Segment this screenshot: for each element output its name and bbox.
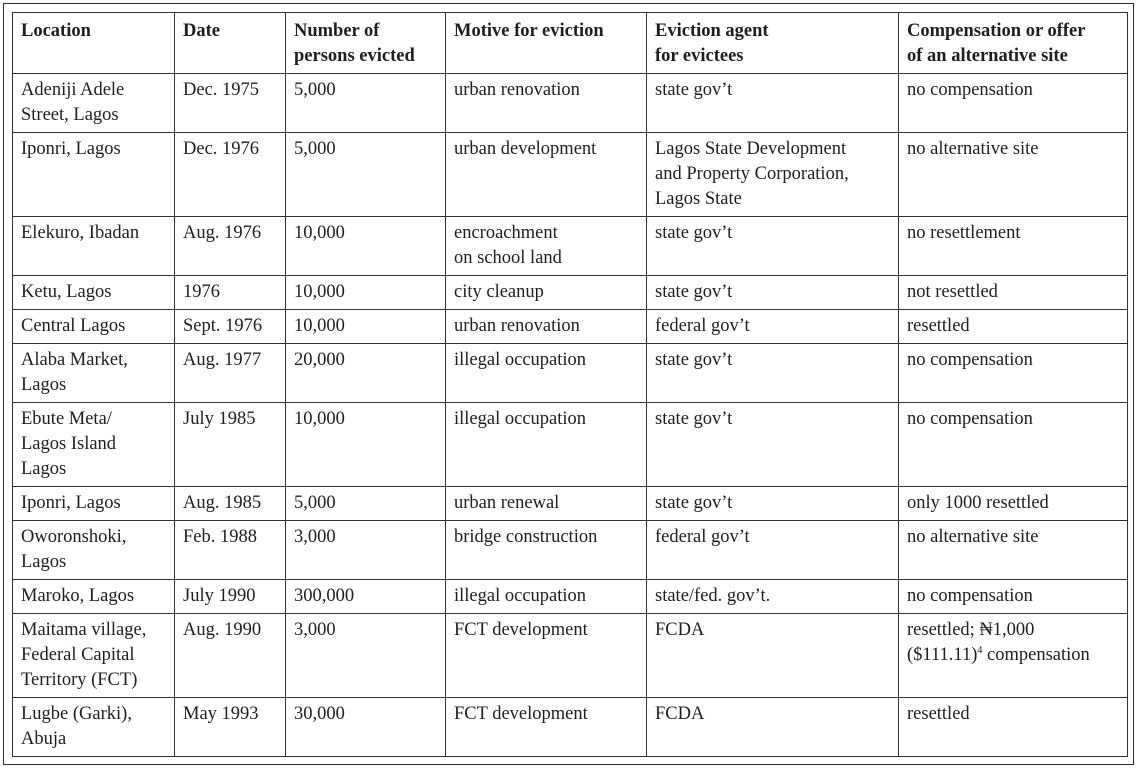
cell-date: July 1990	[174, 579, 286, 614]
cell-eviction-agent: federal gov’t	[646, 309, 899, 344]
cell-location: Elekuro, Ibadan	[12, 216, 175, 276]
table-frame	[3, 3, 1134, 765]
cell-compensation: resettled	[898, 309, 1128, 344]
table-row: Ebute Meta/ Lagos Island Lagos July 1985…	[12, 402, 1128, 487]
table-row: Alaba Market, Lagos Aug. 1977 20,000 ill…	[12, 343, 1128, 403]
header-date: Date	[174, 12, 286, 74]
cell-persons-evicted: 3,000	[285, 613, 446, 698]
cell-date: Aug. 1976	[174, 216, 286, 276]
cell-motive: city cleanup	[445, 275, 647, 310]
cell-eviction-agent: FCDA	[646, 697, 899, 757]
cell-eviction-agent: Lagos State Development and Property Cor…	[646, 132, 899, 217]
cell-location: Central Lagos	[12, 309, 175, 344]
cell-compensation: only 1000 resettled	[898, 486, 1128, 521]
cell-compensation: no compensation	[898, 343, 1128, 403]
cell-location: Maitama village, Federal Capital Territo…	[12, 613, 175, 698]
cell-persons-evicted: 10,000	[285, 275, 446, 310]
compensation-text-tail: compensation	[982, 645, 1090, 665]
footnote-marker: 4	[977, 644, 983, 656]
cell-location: Ketu, Lagos	[12, 275, 175, 310]
compensation-text: resettled; ₦1,000 ($111.11)	[907, 620, 1035, 665]
table-header-row: Location Date Number of persons evicted …	[12, 12, 1128, 74]
cell-persons-evicted: 10,000	[285, 402, 446, 487]
cell-eviction-agent: state gov’t	[646, 216, 899, 276]
header-motive: Motive for eviction	[445, 12, 647, 74]
cell-eviction-agent: state gov’t	[646, 73, 899, 133]
cell-date: Dec. 1976	[174, 132, 286, 217]
cell-eviction-agent: state/fed. gov’t.	[646, 579, 899, 614]
cell-compensation: no alternative site	[898, 520, 1128, 580]
cell-motive: FCT development	[445, 697, 647, 757]
cell-location: Iponri, Lagos	[12, 486, 175, 521]
evictions-table: Location Date Number of persons evicted …	[12, 12, 1128, 757]
cell-compensation: not resettled	[898, 275, 1128, 310]
table-row: Oworonshoki, Lagos Feb. 1988 3,000 bridg…	[12, 520, 1128, 580]
cell-compensation: no alternative site	[898, 132, 1128, 217]
cell-location: Maroko, Lagos	[12, 579, 175, 614]
cell-compensation: resettled; ₦1,000 ($111.11)4 compensatio…	[898, 613, 1128, 698]
cell-location: Oworonshoki, Lagos	[12, 520, 175, 580]
cell-eviction-agent: federal gov’t	[646, 520, 899, 580]
header-persons-evicted: Number of persons evicted	[285, 12, 446, 74]
cell-compensation: no compensation	[898, 402, 1128, 487]
cell-motive: urban renewal	[445, 486, 647, 521]
table-row: Maroko, Lagos July 1990 300,000 illegal …	[12, 579, 1128, 614]
cell-date: Aug. 1990	[174, 613, 286, 698]
table-row: Elekuro, Ibadan Aug. 1976 10,000 encroac…	[12, 216, 1128, 276]
cell-motive: illegal occupation	[445, 343, 647, 403]
cell-persons-evicted: 5,000	[285, 132, 446, 217]
cell-compensation: resettled	[898, 697, 1128, 757]
cell-date: May 1993	[174, 697, 286, 757]
table-row: Maitama village, Federal Capital Territo…	[12, 613, 1128, 698]
cell-eviction-agent: state gov’t	[646, 343, 899, 403]
cell-motive: urban renovation	[445, 73, 647, 133]
cell-date: 1976	[174, 275, 286, 310]
cell-eviction-agent: state gov’t	[646, 402, 899, 487]
cell-persons-evicted: 10,000	[285, 309, 446, 344]
cell-motive: bridge construction	[445, 520, 647, 580]
cell-motive: urban renovation	[445, 309, 647, 344]
cell-compensation: no compensation	[898, 579, 1128, 614]
cell-motive: illegal occupation	[445, 402, 647, 487]
cell-persons-evicted: 5,000	[285, 486, 446, 521]
cell-compensation: no compensation	[898, 73, 1128, 133]
cell-date: Aug. 1977	[174, 343, 286, 403]
cell-date: Dec. 1975	[174, 73, 286, 133]
table-row: Iponri, Lagos Aug. 1985 5,000 urban rene…	[12, 486, 1128, 521]
cell-persons-evicted: 10,000	[285, 216, 446, 276]
cell-persons-evicted: 20,000	[285, 343, 446, 403]
table-row: Lugbe (Garki), Abuja May 1993 30,000 FCT…	[12, 697, 1128, 757]
cell-date: July 1985	[174, 402, 286, 487]
cell-date: Sept. 1976	[174, 309, 286, 344]
cell-persons-evicted: 30,000	[285, 697, 446, 757]
table-row: Ketu, Lagos 1976 10,000 city cleanup sta…	[12, 275, 1128, 310]
table-row: Central Lagos Sept. 1976 10,000 urban re…	[12, 309, 1128, 344]
cell-date: Aug. 1985	[174, 486, 286, 521]
cell-persons-evicted: 3,000	[285, 520, 446, 580]
cell-location: Ebute Meta/ Lagos Island Lagos	[12, 402, 175, 487]
cell-eviction-agent: state gov’t	[646, 275, 899, 310]
header-eviction-agent: Eviction agent for evictees	[646, 12, 899, 74]
cell-motive: illegal occupation	[445, 579, 647, 614]
cell-persons-evicted: 300,000	[285, 579, 446, 614]
header-compensation: Compensation or offer of an alternative …	[898, 12, 1128, 74]
cell-motive: encroachment on school land	[445, 216, 647, 276]
cell-eviction-agent: FCDA	[646, 613, 899, 698]
table-row: Adeniji Adele Street, Lagos Dec. 1975 5,…	[12, 73, 1128, 133]
cell-location: Lugbe (Garki), Abuja	[12, 697, 175, 757]
cell-location: Alaba Market, Lagos	[12, 343, 175, 403]
cell-eviction-agent: state gov’t	[646, 486, 899, 521]
cell-motive: FCT development	[445, 613, 647, 698]
cell-location: Iponri, Lagos	[12, 132, 175, 217]
cell-location: Adeniji Adele Street, Lagos	[12, 73, 175, 133]
cell-motive: urban development	[445, 132, 647, 217]
cell-compensation: no resettlement	[898, 216, 1128, 276]
table-row: Iponri, Lagos Dec. 1976 5,000 urban deve…	[12, 132, 1128, 217]
header-location: Location	[12, 12, 175, 74]
cell-persons-evicted: 5,000	[285, 73, 446, 133]
cell-date: Feb. 1988	[174, 520, 286, 580]
